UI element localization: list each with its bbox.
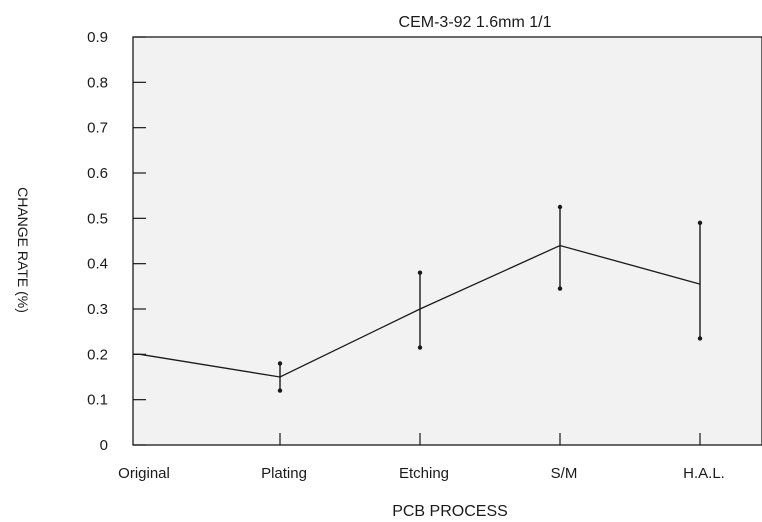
y-tick-label: 0.1 bbox=[87, 392, 108, 409]
y-tick-label: 0.4 bbox=[87, 256, 108, 273]
x-tick-label: Original bbox=[118, 465, 170, 482]
y-tick-label: 0.9 bbox=[87, 29, 108, 46]
y-tick-label: 0.7 bbox=[87, 120, 108, 137]
y-axis-label: CHANGE RATE (%) bbox=[15, 187, 31, 313]
error-bar-cap-high bbox=[557, 204, 563, 210]
series-layer bbox=[133, 204, 703, 393]
x-axis-label: PCB PROCESS bbox=[392, 503, 508, 520]
series-line bbox=[133, 244, 701, 378]
y-tick-label: 0.3 bbox=[87, 301, 108, 318]
x-tick-label: S/M bbox=[551, 465, 578, 482]
error-bar-cap-high bbox=[417, 270, 423, 275]
chart-title: CEM-3-92 1.6mm 1/1 bbox=[399, 14, 552, 31]
error-bar-cap-low bbox=[557, 286, 563, 291]
error-bar-cap-high bbox=[277, 361, 283, 366]
y-tick-label: 0.2 bbox=[87, 346, 108, 363]
error-bar-cap-low bbox=[417, 345, 423, 350]
y-tick-label: 0 bbox=[100, 437, 108, 454]
x-tick-label: H.A.L. bbox=[683, 465, 725, 482]
y-tick-label: 0.5 bbox=[87, 210, 108, 227]
x-tick-label: Etching bbox=[399, 465, 449, 482]
plot-area bbox=[132, 36, 762, 446]
y-axis: 0 0.1 0.2 0.3 0.4 0.5 0.6 0.7 0.8 0.9 bbox=[87, 29, 146, 454]
error-bar-cap-low bbox=[277, 388, 283, 393]
y-tick-label: 0.8 bbox=[87, 74, 108, 91]
error-bar-cap-low bbox=[697, 336, 703, 341]
error-bar-cap-high bbox=[697, 220, 703, 226]
y-tick-label: 0.6 bbox=[87, 165, 108, 182]
x-tick-label: Plating bbox=[261, 465, 307, 482]
x-axis: Original Plating Etching S/M H.A.L. bbox=[118, 433, 725, 482]
